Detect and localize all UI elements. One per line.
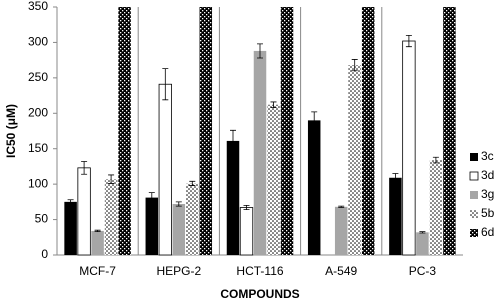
error-bar — [338, 205, 345, 208]
bar — [104, 179, 118, 255]
legend-swatch — [470, 153, 478, 161]
bar — [172, 203, 186, 255]
legend-swatch — [469, 171, 479, 181]
error-bar — [67, 199, 74, 205]
y-tick-label: 350 — [28, 0, 48, 13]
bar — [267, 104, 280, 255]
x-tick-label: HEPG-2 — [156, 264, 201, 278]
legend-swatch — [470, 229, 478, 237]
x-tick-label: PC-3 — [409, 264, 437, 278]
bar — [361, 7, 375, 255]
bar — [199, 7, 213, 255]
x-tick-label: HCT-116 — [236, 264, 283, 278]
bar — [334, 206, 348, 255]
x-tick-label: A-549 — [325, 264, 357, 278]
error-bar — [230, 129, 236, 152]
bar — [307, 120, 321, 255]
legend-label: 3d — [481, 168, 494, 182]
bar — [239, 207, 254, 256]
legend-swatch — [470, 210, 478, 218]
error-bar — [405, 34, 412, 48]
legend-swatch — [470, 191, 478, 199]
x-axis-title: COMPOUNDS — [220, 287, 299, 301]
error-bar — [311, 111, 318, 130]
error-bar — [432, 156, 439, 164]
error-bar — [94, 229, 101, 233]
y-tick-label: 250 — [28, 70, 48, 84]
bar — [145, 197, 159, 255]
y-tick-label: 150 — [28, 141, 48, 155]
error-bar — [270, 101, 277, 109]
legend-label: 5b — [481, 206, 495, 220]
bar — [118, 7, 131, 255]
error-bar — [419, 231, 426, 234]
error-bar — [243, 205, 250, 211]
bar — [416, 232, 429, 255]
y-tick-label: 0 — [41, 247, 48, 261]
bar — [77, 167, 91, 256]
y-axis-title: IC50 (μM) — [4, 104, 18, 158]
legend-label: 3c — [481, 149, 494, 163]
y-tick-label: 100 — [28, 176, 48, 190]
legend-label: 3g — [481, 187, 494, 201]
bar — [186, 183, 199, 255]
error-bar — [189, 180, 196, 186]
bar — [348, 65, 361, 255]
bar — [402, 40, 416, 256]
error-bar — [148, 192, 155, 203]
y-tick-label: 50 — [35, 212, 49, 226]
bar — [158, 83, 172, 256]
y-tick-label: 300 — [28, 35, 48, 49]
bar — [389, 177, 402, 255]
bar — [253, 50, 267, 255]
x-tick-label: MCF-7 — [79, 264, 116, 278]
error-bar — [108, 174, 115, 184]
y-tick-label: 200 — [28, 105, 48, 119]
bar — [64, 201, 77, 255]
error-bar — [257, 43, 263, 59]
error-bar — [351, 59, 358, 72]
bar — [429, 160, 443, 255]
legend-label: 6d — [481, 225, 494, 239]
error-bar — [392, 173, 399, 183]
bar — [443, 7, 456, 255]
error-bar — [81, 161, 88, 175]
bar — [91, 230, 104, 255]
bar — [226, 140, 240, 255]
error-bar — [175, 201, 182, 207]
error-bar — [162, 68, 169, 101]
bar — [280, 7, 294, 255]
